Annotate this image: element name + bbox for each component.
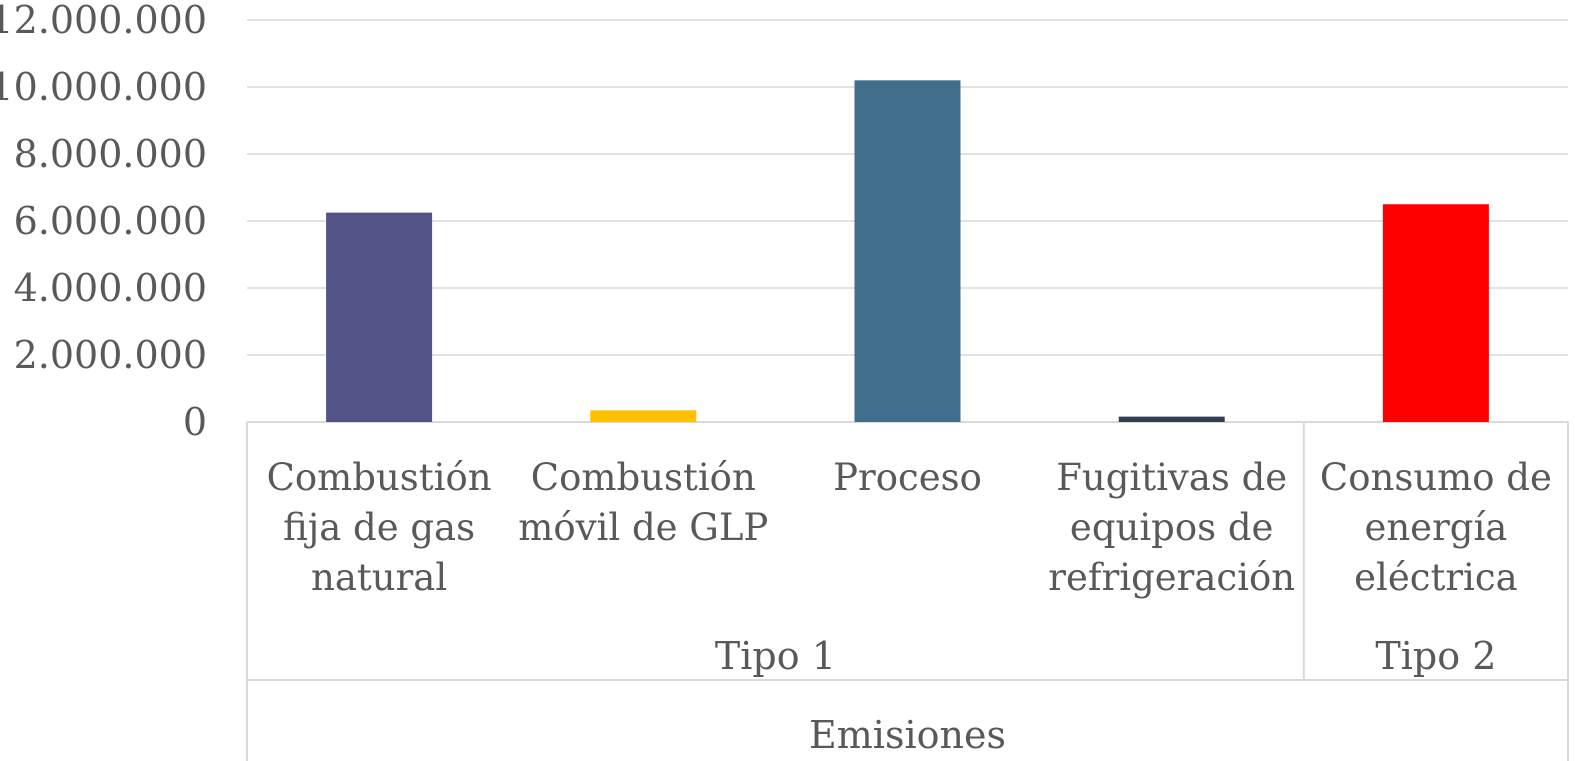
bar: [1118, 416, 1225, 422]
x-group-label: Tipo 2: [1375, 634, 1496, 678]
x-category-label: Fugitivas de equipos de refrigeración: [1048, 456, 1295, 599]
x-group-label: Tipo 1: [715, 634, 836, 678]
bar: [326, 212, 433, 422]
y-tick-label: 4.000.000: [14, 266, 207, 310]
y-tick-label: 6.000.000: [14, 199, 207, 243]
bar: [854, 80, 961, 423]
x-category-label: Combustión móvil de GLP: [518, 456, 768, 549]
bar: [590, 410, 697, 422]
y-tick-label: 0: [183, 400, 207, 444]
x-category-label: Proceso: [833, 456, 982, 499]
bar: [1382, 204, 1489, 422]
y-tick-label: 2.000.000: [14, 333, 207, 377]
x-category-label: Combustión fija de gas natural: [267, 456, 492, 599]
x-category-label: Consumo de energía eléctrica: [1320, 456, 1552, 599]
y-tick-label: 10.000.000: [0, 65, 207, 109]
y-tick-label: 12.000.000: [0, 0, 207, 42]
x-supergroup-label: Emisiones: [809, 713, 1006, 757]
y-tick-label: 8.000.000: [14, 132, 207, 176]
